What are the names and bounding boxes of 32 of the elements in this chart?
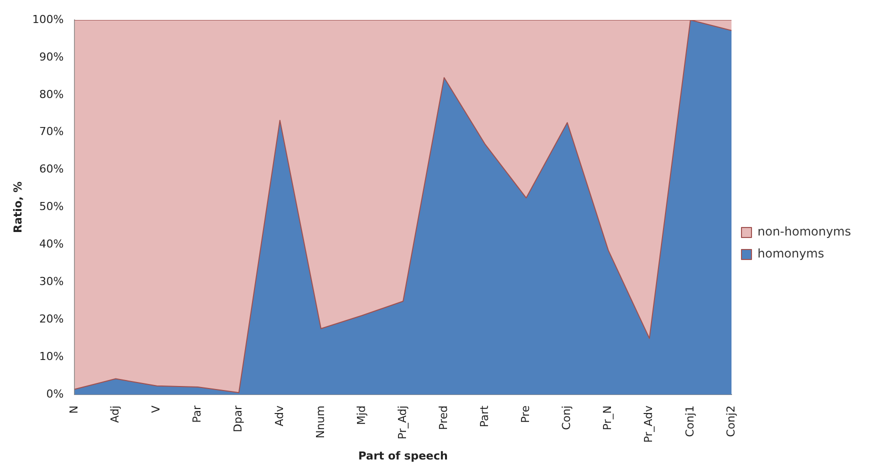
x-axis-title: Part of speech: [358, 449, 448, 462]
y-tick-label: 70%: [39, 125, 64, 138]
x-tick-label: Pred: [436, 406, 450, 430]
legend-label: non-homonyms: [757, 224, 852, 239]
x-tick-label: Conj: [560, 406, 574, 430]
x-tick-label: Conj2: [724, 406, 738, 437]
y-tick-label: 80%: [39, 88, 64, 101]
x-tick-label: Part: [478, 404, 492, 428]
x-tick-label: Nnum: [314, 406, 327, 438]
x-tick-label: Mjd: [354, 406, 368, 426]
x-tick-label: Dpar: [232, 405, 245, 432]
y-tick-label: 50%: [39, 200, 64, 214]
y-tick-label: 20%: [39, 312, 64, 326]
legend-label: homonyms: [757, 246, 824, 261]
x-tick-label: V: [150, 405, 163, 414]
x-tick-label: Conj1: [683, 406, 696, 437]
y-axis-title: Ratio, %: [11, 182, 24, 234]
x-tick-label: Pre: [519, 405, 532, 424]
y-tick-label: 100%: [32, 12, 64, 26]
y-tick-label: 40%: [39, 238, 64, 251]
y-tick-label: 90%: [39, 50, 64, 64]
y-tick-label: 30%: [39, 275, 64, 288]
x-tick-label: Par: [190, 405, 204, 423]
y-tick-label: 60%: [39, 162, 64, 176]
x-tick-label: N: [68, 406, 81, 414]
x-tick-label: Adv: [272, 405, 286, 426]
x-tick-label: Pr_Adv: [642, 405, 656, 443]
y-tick-label: 0%: [46, 387, 64, 400]
x-tick-label: Pr_N: [601, 406, 614, 430]
x-tick-label: Adj: [108, 406, 122, 423]
x-tick-label: Pr_Adj: [396, 406, 409, 440]
y-tick-label: 10%: [39, 350, 64, 363]
